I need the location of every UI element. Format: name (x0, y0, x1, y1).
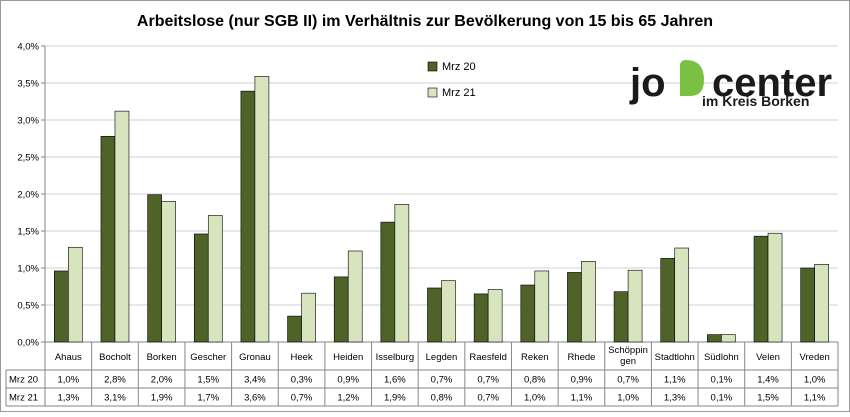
chart-title: Arbeitslose (nur SGB II) im Verhältnis z… (137, 13, 713, 30)
x-category-label: Gronau (239, 352, 271, 363)
bars (54, 76, 829, 343)
y-tick-label: 1,5% (17, 227, 39, 238)
bar-mrz-21 (581, 261, 596, 343)
table-value: 3,6% (244, 393, 266, 404)
x-category-label: Südlohn (704, 352, 739, 363)
table-value: 1,0% (617, 393, 639, 404)
table-value: 1,7% (197, 393, 219, 404)
x-category-label: Legden (426, 352, 458, 363)
x-category-label: Raesfeld (469, 352, 507, 363)
table-value: 1,3% (57, 393, 79, 404)
bar-mrz-21 (394, 204, 410, 343)
bar-mrz-21 (627, 269, 643, 343)
x-category-label: Heiden (333, 352, 363, 363)
x-category-label: Gescher (190, 352, 226, 363)
table-value: 0,3% (291, 375, 313, 386)
logo-swoosh-icon (680, 60, 704, 96)
x-category-label: Heek (290, 352, 312, 363)
bar-mrz-21 (301, 292, 316, 343)
x-category-label: Rhede (567, 352, 595, 363)
table-value: 1,1% (804, 393, 826, 404)
x-category-label: Velen (756, 352, 780, 363)
logo-subtitle: im Kreis Borken (702, 93, 809, 109)
table-value: 3,1% (104, 393, 126, 404)
table-row-header: Mrz 20 (9, 375, 38, 386)
bar-mrz-21 (207, 215, 223, 343)
table-value: 2,8% (104, 375, 126, 386)
x-category-label-line: Schöppin (608, 345, 648, 356)
bar-mrz-21 (161, 201, 176, 343)
bar-mrz-21 (441, 280, 456, 343)
y-tick-label: 2,5% (17, 153, 39, 164)
table-value: 0,7% (477, 375, 499, 386)
x-category-label: Schöppin gen (608, 345, 648, 367)
table-value: 1,2% (337, 393, 359, 404)
y-tick-label: 0,5% (17, 301, 39, 312)
table-value: 1,5% (197, 375, 219, 386)
y-tick-label: 0,0% (17, 338, 39, 349)
table-value: 0,9% (571, 375, 593, 386)
table-value: 0,7% (477, 393, 499, 404)
table-value: 1,1% (571, 393, 593, 404)
table-value: 1,0% (524, 393, 546, 404)
bar-mrz-21 (254, 76, 270, 343)
x-category-label: Isselburg (376, 352, 415, 363)
x-category-label: Reken (521, 352, 548, 363)
logo-text-jo: jo (629, 61, 666, 105)
bar-mrz-21 (814, 263, 829, 343)
x-category-label: Ahaus (55, 352, 82, 363)
y-tick-label: 3,0% (17, 116, 39, 127)
data-table: Ahaus Bocholt Borken Gescher Gronau Heek Heide… (5, 342, 839, 407)
legend-label: Mrz 20 (442, 61, 476, 73)
bar-mrz-21 (114, 110, 130, 343)
table-value: 0,7% (431, 375, 453, 386)
table-row-header: Mrz 21 (9, 393, 38, 404)
y-tick-label: 1,0% (17, 264, 39, 275)
x-category-label: Stadtlohn (655, 352, 695, 363)
table-value: 3,4% (244, 375, 266, 386)
x-category-label-line: gen (620, 356, 636, 367)
table-value: 0,1% (711, 393, 733, 404)
table-value: 1,0% (804, 375, 826, 386)
legend-swatch (427, 87, 438, 98)
legend: Mrz 20 Mrz 21 (427, 61, 476, 99)
table-value: 1,1% (664, 375, 686, 386)
y-tick-label: 3,5% (17, 79, 39, 90)
table-value: 0,1% (711, 375, 733, 386)
legend-label: Mrz 21 (442, 87, 476, 99)
table-value: 0,7% (617, 375, 639, 386)
logo-text-center: center (712, 61, 832, 105)
y-tick-labels: 0,0% 0,5% 1,0% 1,5% 2,0% 2,5% 3,0% 3,5% 4,0% (17, 42, 39, 349)
table-value: 0,9% (337, 375, 359, 386)
x-category-label: Borken (147, 352, 177, 363)
x-category-label: Bocholt (99, 352, 131, 363)
x-category-label: Vreden (800, 352, 830, 363)
table-value: 1,3% (664, 393, 686, 404)
table-value: 1,6% (384, 375, 406, 386)
table-value: 1,9% (151, 393, 173, 404)
bar-mrz-21 (487, 289, 503, 343)
bar-mrz-21 (68, 246, 83, 343)
table-value: 1,5% (757, 393, 779, 404)
table-value: 0,7% (291, 393, 313, 404)
bar-mrz-21 (674, 247, 690, 343)
bar-mrz-21 (347, 250, 363, 343)
table-value: 0,8% (431, 393, 453, 404)
legend-swatch (427, 61, 438, 72)
table-value: 1,4% (757, 375, 779, 386)
bar-mrz-21 (721, 334, 736, 343)
jobcenter-logo: jo center im Kreis Borken (629, 60, 832, 109)
bar-mrz-21 (534, 270, 550, 343)
y-tick-label: 4,0% (17, 42, 39, 53)
table-value: 2,0% (151, 375, 173, 386)
table-value: 1,9% (384, 393, 406, 404)
bar-mrz-21 (767, 232, 783, 343)
table-value: 1,0% (57, 375, 79, 386)
table-value: 0,8% (524, 375, 546, 386)
y-tick-label: 2,0% (17, 190, 39, 201)
